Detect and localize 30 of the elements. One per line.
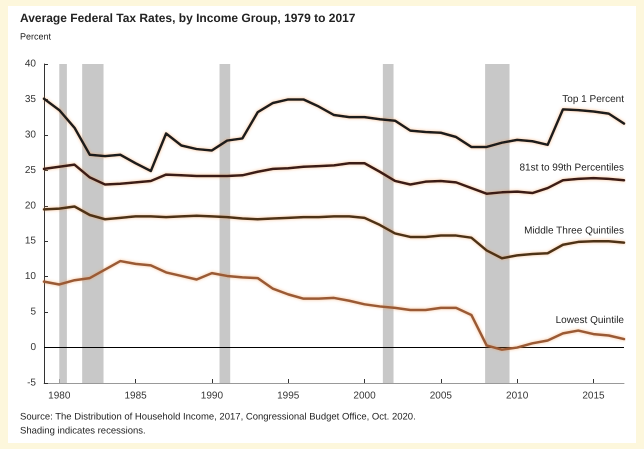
x-tick-label: 2000	[353, 390, 376, 402]
line-series	[42, 162, 626, 195]
y-tick-label: 35	[24, 94, 36, 105]
y-axis-title: Percent	[20, 32, 52, 42]
x-tick-label: 1985	[124, 390, 148, 402]
x-tick-label: 2010	[506, 390, 529, 402]
y-tick-label: 20	[24, 200, 36, 212]
line-series	[42, 260, 626, 351]
x-tick-label: 1995	[277, 390, 300, 402]
y-tick-label: 5	[30, 306, 36, 318]
series-label: 81st to 99th Percentiles	[519, 162, 624, 174]
y-tick-label: 40	[24, 58, 36, 70]
text: Shading indicates recessions.	[20, 426, 146, 436]
y-tick-label: 25	[24, 164, 36, 176]
x-tick-label: 1990	[200, 390, 224, 402]
x-tick-label: 2005	[430, 390, 452, 402]
y-tick-label: 10	[24, 271, 36, 282]
y-tick-label: 0	[30, 342, 36, 354]
line-series	[42, 205, 626, 260]
x-tick-label: 2015	[582, 390, 606, 402]
series-label: Lowest Quintile	[556, 315, 624, 326]
series-label: Middle Three Quintiles	[524, 226, 624, 237]
y-tick-label: -5	[27, 378, 36, 388]
source-note: Source: The Distribution of Household Income, 2017, Congressional Budget Office, Oct. 2020.	[20, 412, 416, 422]
y-tick-label: 30	[24, 129, 36, 140]
line-series	[42, 97, 626, 172]
x-tick-label: 1980	[48, 390, 71, 402]
series-label: Top 1 Percent	[562, 94, 624, 105]
chart-title: Average Federal Tax Rates, by Income Group, 1979 to 2017	[20, 11, 356, 25]
y-tick-label: 15	[24, 236, 36, 247]
